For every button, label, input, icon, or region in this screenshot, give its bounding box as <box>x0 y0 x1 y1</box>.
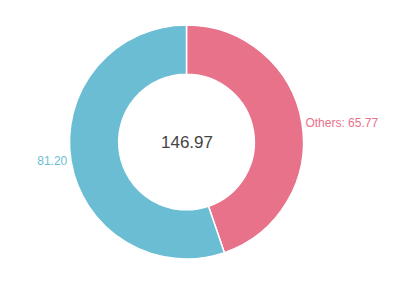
svg-text:146.97: 146.97 <box>161 133 213 152</box>
svg-text:81.20: 81.20 <box>37 154 67 168</box>
svg-text:Others: 65.77: Others: 65.77 <box>305 116 378 130</box>
